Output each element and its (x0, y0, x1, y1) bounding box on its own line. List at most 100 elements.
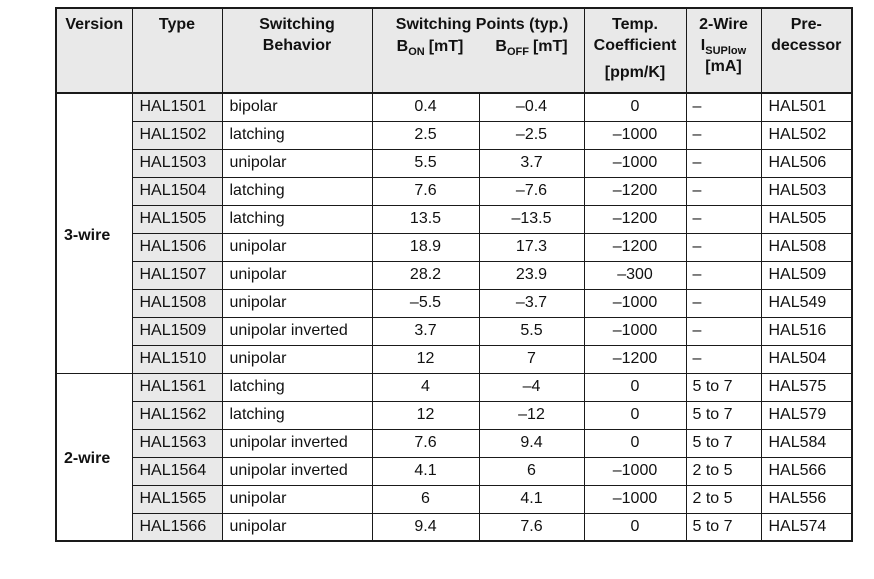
temp-label-line1: Temp. (612, 16, 658, 33)
cell-type: HAL1507 (131, 260, 223, 290)
cell-boff: 5.5 (478, 316, 585, 346)
table-row: HAL1503 unipolar 5.5 3.7 –1000– HAL506 (56, 148, 853, 178)
cell-boff: –7.6 (478, 176, 585, 206)
table-row: 2-wire HAL1561 latching 4 –4 0 5 to 7 HAL575 (55, 372, 853, 542)
cell-isup: 2 to 5 (685, 456, 762, 486)
cell-temp-coeff: –300 (583, 260, 687, 290)
cell-temp-coeff: –1000 (583, 148, 687, 178)
table-row: HAL1506 unipolar 18.9 17.3 –1200– HAL508 (56, 232, 853, 262)
col-header-switching-behavior: Switching Behavior (221, 7, 373, 94)
table-row: HAL1509 unipolar inverted 3.7 5.5 –1000– HAL5… (56, 316, 853, 346)
cell-behavior: unipolar (221, 344, 373, 374)
cell-temp-coeff: –1200 (583, 232, 687, 262)
cell-predecessor: HAL556 (760, 484, 853, 514)
cell-type: HAL1509 (131, 316, 223, 346)
col-header-version: Version (55, 7, 133, 94)
cell-isup: – (685, 260, 762, 290)
table-row: HAL1566 unipolar 9.4 7.6 0 5 to 7 HAL574 (56, 512, 853, 542)
cell-predecessor: HAL549 (760, 288, 853, 318)
cell-behavior: latching (221, 400, 373, 430)
table-row: HAL1508 unipolar –5.5 –3.7 –1000– HAL549 (56, 288, 853, 318)
col-header-type: Type (131, 7, 223, 94)
cell-bon: 28.2 (371, 260, 480, 290)
cell-boff: –12 (478, 400, 585, 430)
cell-bon: 0.4 (371, 92, 480, 122)
cell-isup: 5 to 7 (685, 428, 762, 458)
col-header-temp-coefficient: Temp. Coefficient [ppm/K] (583, 7, 687, 94)
cell-behavior: unipolar (221, 484, 373, 514)
cell-predecessor: HAL574 (760, 512, 853, 542)
cell-isup: – (685, 288, 762, 318)
table-row: HAL1510 unipolar 12 7 –1200– HAL504 (56, 344, 853, 374)
cell-behavior: unipolar (221, 148, 373, 178)
cell-bon: 2.5 (371, 120, 480, 150)
cell-boff: 7.6 (478, 512, 585, 542)
cell-type: HAL1501 (131, 92, 223, 122)
cell-bon: 5.5 (371, 148, 480, 178)
cell-predecessor: HAL509 (760, 260, 853, 290)
cell-behavior: bipolar (221, 92, 373, 122)
temp-unit-label: [ppm/K] (604, 64, 666, 81)
cell-predecessor: HAL516 (760, 316, 853, 346)
cell-behavior: unipolar (221, 232, 373, 262)
cell-bon: –5.5 (371, 288, 480, 318)
col-header-predecessor: Pre- decessor (760, 7, 853, 94)
cell-predecessor: HAL579 (760, 400, 853, 430)
cell-type: HAL1504 (131, 176, 223, 206)
cell-bon: 13.5 (371, 204, 480, 234)
cell-bon: 12 (371, 400, 480, 430)
cell-type: HAL1565 (131, 484, 223, 514)
cell-boff: –3.7 (478, 288, 585, 318)
cell-temp-coeff: 0 (583, 400, 687, 430)
cell-boff: 9.4 (478, 428, 585, 458)
cell-behavior: unipolar (221, 288, 373, 318)
cell-type: HAL1566 (131, 512, 223, 542)
cell-temp-coeff: –1000 (583, 316, 687, 346)
cell-type: HAL1506 (131, 232, 223, 262)
cell-behavior: unipolar inverted (221, 316, 373, 346)
cell-boff: 7 (478, 344, 585, 374)
cell-bon: 18.9 (371, 232, 480, 262)
cell-isup: – (685, 120, 762, 150)
cell-type: HAL1562 (131, 400, 223, 430)
col-header-boff: BOFF [mT] (495, 38, 568, 59)
col-header-bon: BON [mT] (396, 38, 464, 59)
cell-bon: 7.6 (371, 428, 480, 458)
cell-isup: – (685, 232, 762, 262)
cell-bon: 4 (371, 372, 480, 402)
cell-predecessor: HAL503 (760, 176, 853, 206)
cell-temp-coeff: 0 (583, 428, 687, 458)
cell-bon: 12 (371, 344, 480, 374)
version-cell: 3-wire (55, 92, 133, 374)
switching-points-title: Switching Points (typ.) (395, 16, 569, 33)
col-header-switching-points: Switching Points (typ.) BON [mT] BOFF [mT] (371, 7, 585, 94)
cell-type: HAL1502 (131, 120, 223, 150)
isup-unit-label: [mA] (705, 58, 742, 75)
switching-points-table: Version Type Switching Behavior Switchin… (55, 7, 853, 542)
temp-label-line2: Coefficient (593, 37, 677, 54)
cell-predecessor: HAL584 (760, 428, 853, 458)
cell-isup: – (685, 204, 762, 234)
cell-isup: – (685, 176, 762, 206)
cell-temp-coeff: –1000 (583, 120, 687, 150)
table-body: 3-wire HAL1501 bipolar 0.4 –0.4 0– HAL501 HAL15… (55, 92, 853, 542)
table-row: HAL1505 latching 13.5 –13.5 –1200– HAL505 (56, 204, 853, 234)
cell-predecessor: HAL566 (760, 456, 853, 486)
cell-temp-coeff: –1000 (583, 456, 687, 486)
col-header-2wire-isup: 2-Wire ISUPlow [mA] (685, 7, 762, 94)
cell-boff: –2.5 (478, 120, 585, 150)
cell-isup: – (685, 92, 762, 122)
cell-isup: 5 to 7 (685, 372, 762, 402)
table-row: 3-wire HAL1501 bipolar 0.4 –0.4 0– HAL501 (55, 92, 853, 374)
cell-bon: 9.4 (371, 512, 480, 542)
cell-bon: 3.7 (371, 316, 480, 346)
cell-type: HAL1563 (131, 428, 223, 458)
cell-isup: – (685, 148, 762, 178)
cell-boff: 6 (478, 456, 585, 486)
cell-behavior: latching (221, 372, 373, 402)
cell-temp-coeff: –1000 (583, 288, 687, 318)
cell-behavior: latching (221, 120, 373, 150)
cell-isup: – (685, 316, 762, 346)
